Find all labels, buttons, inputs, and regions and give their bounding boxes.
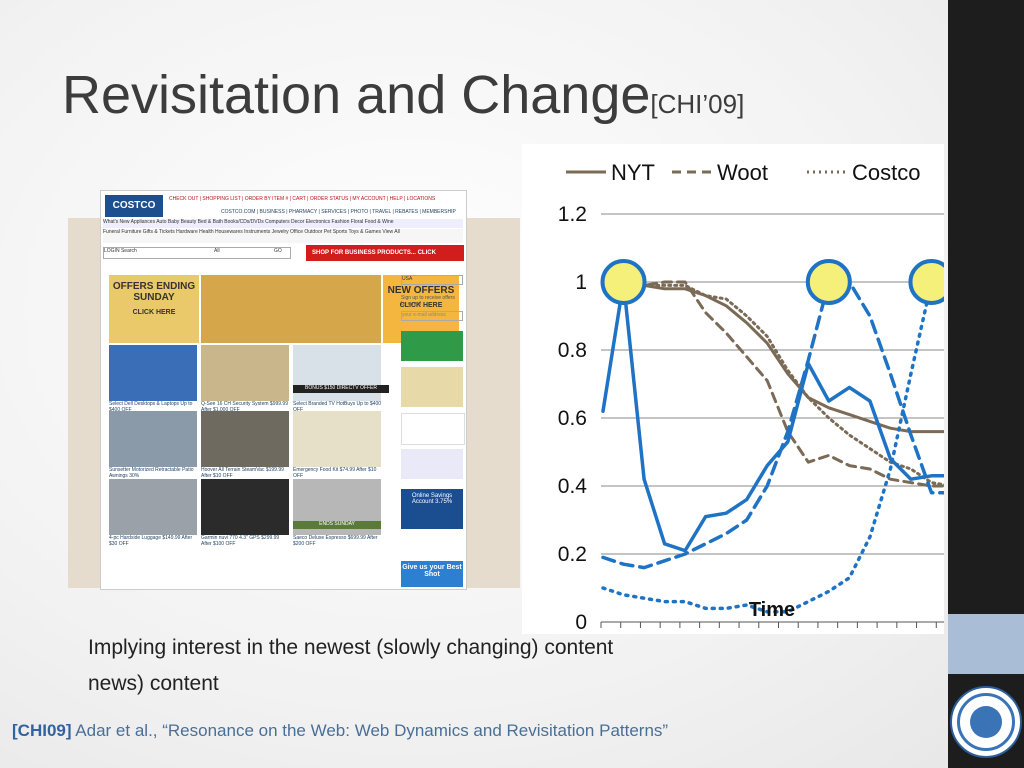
series-line (601, 280, 954, 488)
costco-best-shot: Give us your Best Shot (401, 561, 463, 587)
sidebar-accent (948, 614, 1024, 674)
costco-baby (401, 449, 463, 479)
costco-tile-caption: Garmin nuvi 770 4.3" GPS $299.99 After $… (201, 535, 280, 547)
costco-tile (201, 479, 289, 535)
legend-label: Costco (852, 160, 920, 185)
costco-savings: Online Savings Account 3.75% (401, 489, 463, 529)
chart-svg: 0 0.2 0.4 0.6 0.8 1 1.2 NYT Woot Costco Time (558, 160, 957, 634)
y-tick-label: 0 (575, 611, 587, 634)
costco-snowball (401, 413, 465, 445)
costco-screenshot: COSTCO CHECK OUT | SHOPPING LIST | ORDER… (100, 190, 467, 590)
new-offers-text: NEW OFFERS (387, 285, 455, 296)
citation-text: Adar et al., “Resonance on the Web: Web … (71, 721, 669, 740)
costco-top-nav: CHECK OUT | SHOPPING LIST | ORDER BY ITE… (169, 196, 436, 202)
highlight-circle (600, 259, 647, 305)
costco-tile-caption: Emergency Food Kit $74.99 After $10 OFF (293, 467, 377, 479)
costco-tile-caption: Hoover All Terrain SteamVac $199.99 Afte… (201, 467, 284, 479)
costco-category-bar: What's New Appliances Auto Baby Beauty B… (103, 219, 463, 228)
costco-category-bar-2: Funeral Furniture Gifts & Tickets Hardwa… (103, 229, 463, 243)
offers-click: CLICK HERE (132, 309, 176, 316)
costco-tile (293, 411, 381, 467)
offers-text: OFFERS ENDING SUNDAY (112, 281, 196, 303)
costco-tile-caption: Sunsetter Motorized Retractable Patio Aw… (109, 467, 194, 479)
new-offers-click: CLICK HERE (399, 302, 443, 309)
logo-emblem (970, 706, 1002, 738)
series-line (601, 280, 954, 434)
costco-logo: COSTCO (105, 195, 163, 217)
costco-offers-banner: OFFERS ENDING SUNDAY CLICK HERE (109, 275, 199, 343)
title-reference: [CHI’09] (650, 89, 745, 119)
costco-tile-caption: Select Branded TV HotBuys Up to $400 OFF (293, 401, 382, 413)
y-tick-label: 1.2 (558, 203, 587, 226)
costco-tile-caption: Q-See 16 CH Security System $999.99 Afte… (201, 401, 288, 413)
costco-ends-sunday: ENDS SUNDAY (293, 521, 381, 529)
costco-sub-nav: COSTCO.COM | BUSINESS | PHARMACY | SERVI… (221, 209, 456, 215)
y-tick-label: 0.8 (558, 339, 587, 362)
title-text: Revisitation and Change (62, 65, 651, 125)
costco-tile-caption: 4-pc Hardside Luggage $149.99 After $30 … (109, 535, 193, 547)
legend-label: NYT (611, 160, 655, 185)
citation: [CHI09] Adar et al., “Resonance on the W… (12, 720, 752, 742)
series-line (601, 280, 954, 553)
slide-subtitle: Implying interest in the newest (slowly … (88, 636, 614, 659)
costco-tile (109, 479, 197, 535)
y-tick-label: 1 (575, 271, 587, 294)
x-axis-label: Time (749, 599, 795, 621)
series-line (601, 280, 954, 614)
costco-email-label: Sign up to receive offers by e-mail (401, 295, 455, 307)
costco-go: GO (274, 248, 282, 254)
costco-shop-banner: SHOP FOR BUSINESS PRODUCTS... CLICK BUSI… (306, 245, 464, 272)
slide-title: Revisitation and Change[CHI’09] (62, 64, 744, 126)
costco-tile-caption: Saeco Deluxe Espresso $699.99 After $200… (293, 535, 378, 547)
costco-tile (109, 411, 197, 467)
revisitation-chart: 0 0.2 0.4 0.6 0.8 1 1.2 NYT Woot Costco Time (522, 144, 957, 634)
slide-subtitle-continued: news) content (88, 672, 219, 695)
y-tick-label: 0.4 (558, 475, 588, 498)
citation-tag: [CHI09] (12, 721, 72, 740)
y-tick-label: 0.2 (558, 543, 587, 566)
costco-tile (109, 345, 197, 401)
costco-tile (201, 345, 289, 401)
costco-book (401, 367, 463, 407)
highlight-circle (908, 259, 955, 305)
costco-tile-caption: Select Dell Desktops & Laptops Up to $40… (109, 401, 193, 413)
costco-bonus-banner: BONUS $150 DIRECTV OFFER (293, 385, 389, 393)
costco-email-input: your e-mail address (401, 311, 463, 321)
series-line (601, 280, 954, 570)
institute-logo (950, 686, 1022, 758)
highlight-circle (805, 259, 852, 305)
costco-search-label: LOGIN Search (104, 248, 137, 254)
costco-search: LOGIN Search All GO (103, 247, 291, 259)
costco-search-select: All (214, 248, 220, 254)
costco-mid-banner (201, 275, 381, 343)
logo-ring (957, 693, 1015, 751)
y-tick-label: 0.6 (558, 407, 587, 430)
costco-tile (201, 411, 289, 467)
legend-label: Woot (717, 160, 768, 185)
costco-cashback (401, 331, 463, 361)
costco-country: USA (401, 275, 463, 285)
